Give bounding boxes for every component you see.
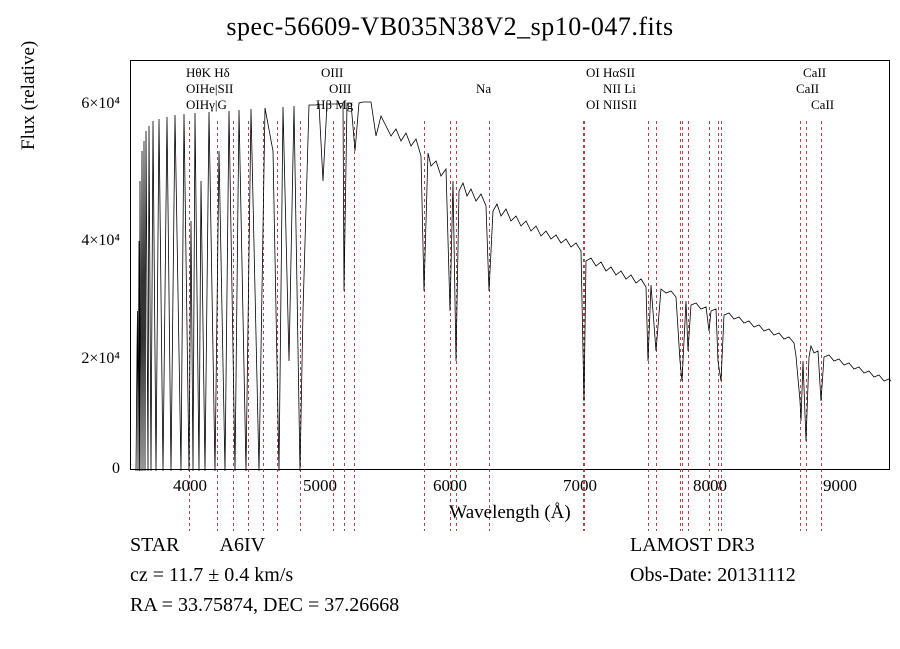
y-tick-60000: 6×10⁴ [40,95,120,113]
coords-line: RA = 33.75874, DEC = 37.26668 [130,590,399,620]
x-tick-5000: 5000 [290,476,350,496]
survey-info-block: LAMOST DR3 Obs-Date: 20131112 [630,530,796,590]
y-tick-40000: 4×10⁴ [40,232,120,250]
velocity-line: cz = 11.7 ± 0.4 km/s [130,560,399,590]
star-label: STAR [130,530,180,560]
x-tick-6000: 6000 [420,476,480,496]
star-type-row: STAR A6IV [130,530,399,560]
star-spectral-type: A6IV [220,530,266,560]
y-axis-label: Flux (relative) [18,41,40,150]
x-tick-8000: 8000 [680,476,740,496]
obs-date-line: Obs-Date: 20131112 [630,560,796,590]
survey-name: LAMOST DR3 [630,530,796,560]
y-tick-0: 0 [40,460,120,478]
spectrum-curve [131,61,891,471]
x-tick-9000: 9000 [810,476,870,496]
y-tick-20000: 2×10⁴ [40,350,120,368]
x-tick-4000: 4000 [160,476,220,496]
obs-date-value: 20131112 [717,564,796,586]
obs-date-label: Obs-Date: [630,564,712,586]
x-tick-7000: 7000 [550,476,610,496]
plot-frame: HθK Hδ OIHe|SII OIHγ|G OIII OIII Hβ Mg N… [130,60,890,470]
spectrum-plot-window: spec-56609-VB035N38V2_sp10-047.fits [0,0,900,649]
star-info-block: STAR A6IV cz = 11.7 ± 0.4 km/s RA = 33.7… [130,530,399,620]
x-axis-label: Wavelength (Å) [130,502,890,524]
page-title: spec-56609-VB035N38V2_sp10-047.fits [0,12,900,42]
